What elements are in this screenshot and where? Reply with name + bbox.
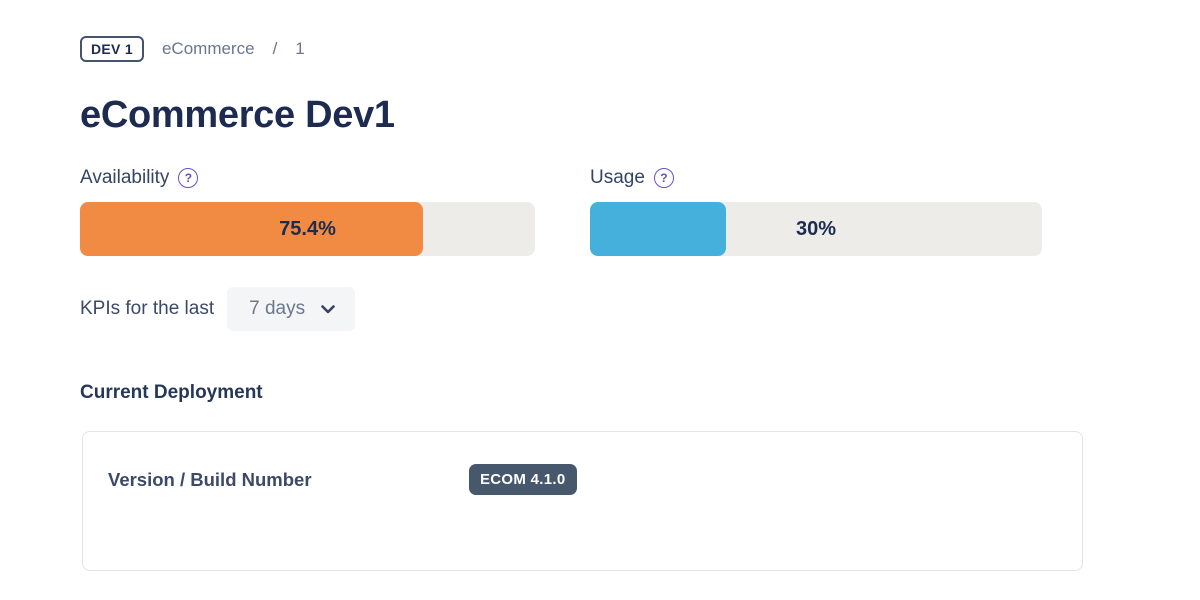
breadcrumb-page-link[interactable]: 1: [295, 39, 305, 58]
version-badge: ECOM 4.1.0: [469, 464, 577, 495]
current-deployment-heading: Current Deployment: [80, 382, 263, 403]
usage-label: Usage: [590, 167, 645, 188]
kpi-period-selected-value: 7 days: [249, 298, 306, 319]
environment-detail-page: DEV 1 eCommerce / 1 eCommerce Dev1 Avail…: [80, 33, 1090, 571]
kpi-period-filter: KPIs for the last 7 days: [80, 287, 1090, 331]
breadcrumb: DEV 1 eCommerce / 1: [80, 33, 1090, 65]
question-mark-circle-icon[interactable]: ?: [653, 168, 674, 188]
question-mark-circle-icon[interactable]: ?: [178, 168, 199, 188]
usage-value: 30%: [795, 217, 837, 240]
usage-progress-fill: [590, 202, 726, 256]
environment-type-badge: DEV 1: [80, 36, 144, 62]
availability-progress-bar: 75.4%: [80, 202, 535, 256]
version-build-label: Version / Build Number: [108, 468, 312, 490]
page-title: eCommerce Dev1: [80, 94, 395, 136]
chevron-down-icon: [321, 304, 335, 314]
usage-metric: Usage ? 30%: [590, 167, 1042, 256]
version-build-row: Version / Build Number ECOM 4.1.0: [83, 432, 1082, 495]
availability-metric: Availability ? 75.4%: [80, 167, 535, 256]
kpi-period-dropdown[interactable]: 7 days: [227, 287, 356, 331]
kpi-period-label: KPIs for the last: [80, 298, 215, 319]
breadcrumb-project-link[interactable]: eCommerce: [161, 39, 255, 58]
kpi-metrics-section: Availability ? 75.4% Usage ? 30%: [80, 167, 1090, 256]
breadcrumb-separator: /: [272, 39, 278, 58]
availability-label: Availability: [80, 167, 170, 188]
availability-value: 75.4%: [279, 217, 336, 240]
availability-progress-fill: [80, 202, 424, 256]
deployment-card: Version / Build Number ECOM 4.1.0: [82, 431, 1083, 571]
usage-progress-bar: 30%: [590, 202, 1042, 256]
